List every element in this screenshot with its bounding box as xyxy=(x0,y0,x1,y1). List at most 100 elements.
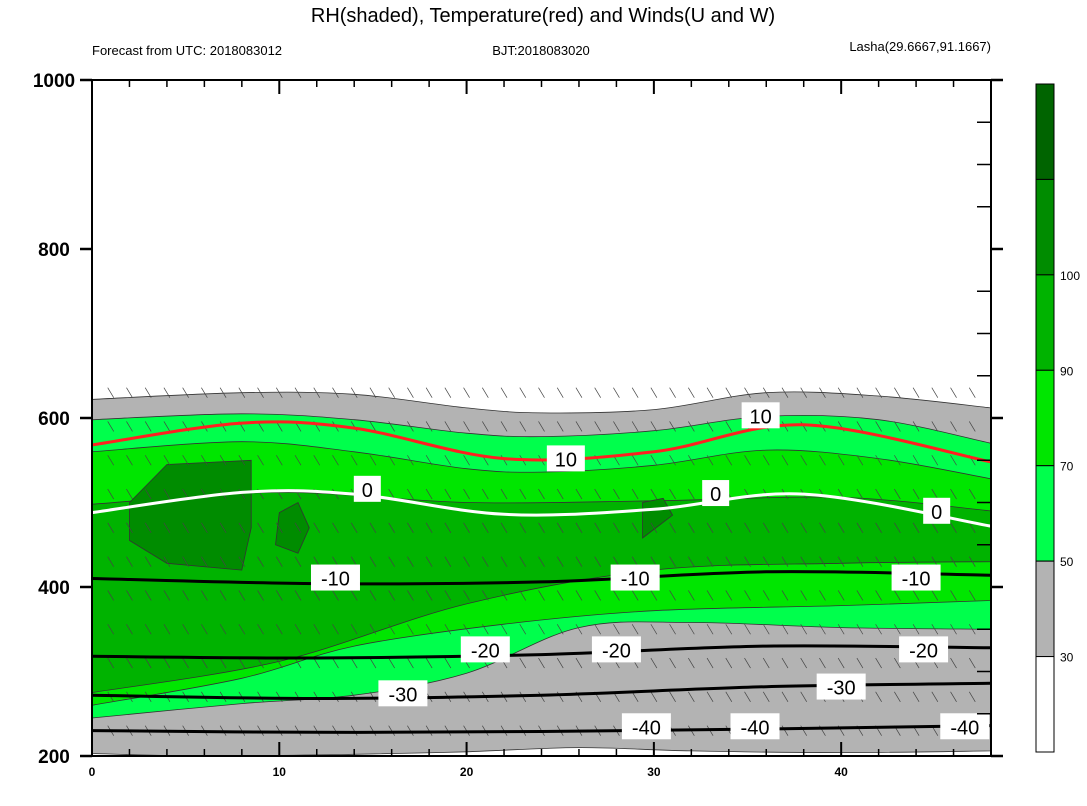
wind-barb xyxy=(425,556,433,567)
wind-barb xyxy=(144,421,152,432)
wind-barb xyxy=(968,556,976,567)
wind-barb xyxy=(369,590,377,601)
contour-label-text: 0 xyxy=(710,484,721,506)
wind-barb xyxy=(594,488,601,500)
wind-barb xyxy=(538,691,545,703)
wind-barb xyxy=(669,522,676,534)
contour-label-text: -30 xyxy=(388,684,417,706)
wind-barb xyxy=(725,522,733,534)
wind-barb xyxy=(388,522,395,534)
wind-barb xyxy=(762,522,770,534)
wind-barb xyxy=(294,590,302,601)
colorbar-box xyxy=(1035,656,1055,753)
wind-barb xyxy=(107,556,115,567)
wind-barb xyxy=(126,657,133,669)
x-tick-label: 40 xyxy=(834,765,848,779)
wind-barb xyxy=(313,657,321,669)
wind-barb xyxy=(294,556,302,567)
wind-barb xyxy=(500,421,508,432)
wind-barb xyxy=(238,488,246,500)
chart-title: RH(shaded), Temperature(red) and Winds(U… xyxy=(311,5,775,27)
wind-barb xyxy=(631,590,639,601)
wind-barb xyxy=(238,624,246,635)
wind-barb xyxy=(126,522,133,534)
colorbar-box xyxy=(1035,274,1055,371)
wind-barb xyxy=(706,455,714,466)
colorbar-label: 30 xyxy=(1060,651,1074,665)
wind-barb xyxy=(275,522,283,534)
wind-barb xyxy=(575,590,583,601)
wind-barb xyxy=(163,455,171,466)
wind-barb xyxy=(163,556,171,567)
contour-label-box xyxy=(741,402,780,429)
wind-barb xyxy=(950,556,957,567)
wind-barb xyxy=(332,657,339,669)
wind-barb xyxy=(744,590,751,601)
wind-barb xyxy=(931,522,939,534)
wind-barb xyxy=(163,624,171,635)
wind-barb xyxy=(968,387,976,398)
wind-barb xyxy=(313,455,321,466)
wind-barb xyxy=(369,725,377,736)
wind-barb xyxy=(425,657,433,669)
wind-barb xyxy=(575,488,583,500)
wind-barb xyxy=(781,657,789,669)
wind-barb xyxy=(688,624,695,635)
wind-barb xyxy=(275,387,283,398)
wind-barb xyxy=(819,590,826,601)
wind-barb xyxy=(500,556,508,567)
wind-barb xyxy=(500,624,508,635)
wind-barb xyxy=(688,387,695,398)
wind-barb xyxy=(107,624,115,635)
wind-barb xyxy=(575,624,583,635)
wind-barb xyxy=(669,387,676,398)
wind-barb xyxy=(613,421,620,432)
wind-barb xyxy=(538,590,545,601)
colorbar-box xyxy=(1035,83,1055,180)
contour-label: 0 xyxy=(702,480,730,507)
wind-barb xyxy=(350,455,358,466)
contour-label-text: -20 xyxy=(909,640,938,662)
wind-barb xyxy=(912,691,920,703)
wind-barb xyxy=(800,387,808,398)
wind-barb xyxy=(762,624,770,635)
wind-barb xyxy=(144,556,152,567)
wind-barb xyxy=(575,421,583,432)
wind-barb xyxy=(819,624,826,635)
wind-barb xyxy=(950,488,957,500)
wind-barb xyxy=(762,657,770,669)
wind-barb xyxy=(275,455,283,466)
colorbar-label: 100 xyxy=(1060,269,1080,283)
wind-barb xyxy=(856,522,864,534)
wind-barb xyxy=(182,590,189,601)
wind-barb xyxy=(463,387,470,398)
contour-label-text: -40 xyxy=(632,717,661,739)
rh-cell-0 xyxy=(129,459,252,571)
wind-barb xyxy=(294,691,302,703)
wind-barb xyxy=(688,488,695,500)
wind-barb xyxy=(875,657,882,669)
temperature-contour--20 xyxy=(92,644,991,660)
wind-barb xyxy=(238,556,246,567)
wind-barb xyxy=(313,624,321,635)
wind-barb xyxy=(781,624,789,635)
wind-barb xyxy=(163,421,171,432)
wind-barb xyxy=(275,590,283,601)
rh-cell-1 xyxy=(275,501,310,554)
wind-barb xyxy=(744,522,751,534)
contour-label-box xyxy=(610,564,660,591)
wind-barb xyxy=(407,556,414,567)
wind-barb xyxy=(837,590,845,601)
wind-barb xyxy=(350,691,358,703)
wind-barb xyxy=(444,455,452,466)
wind-barb xyxy=(800,556,808,567)
wind-barb xyxy=(556,657,564,669)
temperature-contour-10 xyxy=(92,420,991,464)
wind-barb xyxy=(332,725,339,736)
wind-barb xyxy=(388,488,395,500)
wind-barb xyxy=(519,556,527,567)
colorbar-box xyxy=(1035,369,1055,467)
wind-barb xyxy=(144,657,152,669)
wind-barb xyxy=(182,624,189,635)
wind-barb xyxy=(575,657,583,669)
